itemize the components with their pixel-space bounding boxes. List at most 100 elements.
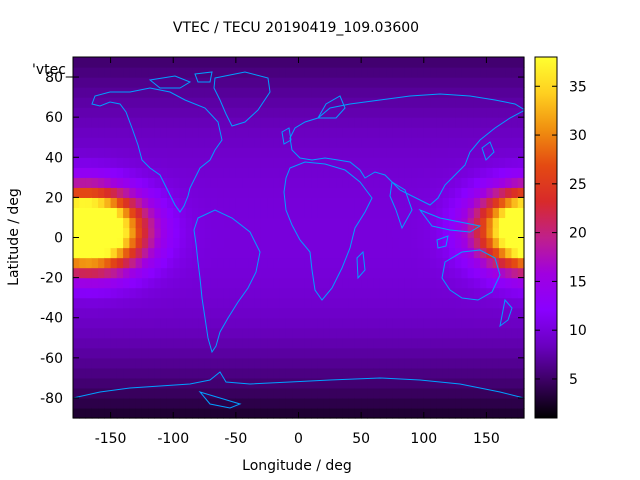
- heatmap-cell: [173, 117, 181, 128]
- heatmap-cell: [223, 87, 231, 98]
- heatmap-cell: [505, 307, 513, 319]
- heatmap-cell: [329, 157, 337, 168]
- heatmap-cell: [461, 207, 469, 219]
- heatmap-cell: [317, 117, 325, 128]
- heatmap-cell: [342, 157, 350, 168]
- heatmap-cell: [336, 137, 343, 148]
- heatmap-cell: [85, 287, 93, 299]
- heatmap-cell: [229, 327, 237, 339]
- heatmap-cell: [104, 347, 112, 359]
- heatmap-cell: [292, 97, 300, 108]
- heatmap-cell: [430, 177, 437, 188]
- heatmap-cell: [235, 337, 243, 349]
- heatmap-cell: [116, 177, 124, 188]
- heatmap-cell: [448, 327, 456, 339]
- heatmap-cell: [129, 297, 137, 309]
- heatmap-cell: [298, 207, 306, 219]
- heatmap-cell: [311, 167, 318, 178]
- heatmap-cell: [298, 387, 306, 399]
- heatmap-cell: [480, 87, 488, 98]
- heatmap-cell: [79, 347, 87, 359]
- heatmap-cell: [323, 307, 331, 319]
- heatmap-cell: [392, 247, 400, 259]
- heatmap-cell: [116, 217, 124, 229]
- heatmap-cell: [85, 247, 93, 259]
- heatmap-cell: [123, 177, 130, 188]
- heatmap-cell: [210, 237, 218, 249]
- heatmap-cell: [279, 57, 287, 68]
- heatmap-cell: [311, 307, 318, 319]
- heatmap-cell: [110, 157, 118, 168]
- heatmap-cell: [386, 317, 394, 329]
- heatmap-cell: [298, 327, 306, 339]
- heatmap-cell: [436, 287, 444, 299]
- heatmap-cell: [342, 277, 350, 289]
- heatmap-cell: [317, 307, 325, 319]
- heatmap-cell: [73, 367, 80, 379]
- coastline-madagascar: [356, 250, 366, 280]
- heatmap-cell: [423, 327, 431, 339]
- heatmap-cell: [404, 317, 412, 329]
- heatmap-cell: [110, 147, 118, 158]
- heatmap-cell: [461, 387, 469, 399]
- heatmap-cell: [486, 87, 494, 98]
- heatmap-cell: [104, 397, 112, 409]
- heatmap-cell: [279, 377, 287, 389]
- heatmap-cell: [192, 277, 199, 289]
- heatmap-cell: [254, 397, 262, 409]
- heatmap-cell: [304, 237, 312, 249]
- heatmap-cell: [98, 397, 105, 409]
- heatmap-cell: [423, 127, 431, 138]
- heatmap-cell: [436, 127, 444, 138]
- heatmap-cell: [217, 247, 224, 259]
- heatmap-cell: [505, 337, 513, 349]
- x-tick-label: 50: [352, 431, 370, 447]
- heatmap-cell: [116, 337, 124, 349]
- heatmap-cell: [229, 247, 237, 259]
- heatmap-cell: [498, 237, 506, 249]
- heatmap-cell: [448, 137, 456, 148]
- heatmap-cell: [285, 227, 293, 239]
- heatmap-cell: [279, 87, 287, 98]
- heatmap-cell: [329, 317, 337, 329]
- heatmap-cell: [517, 147, 525, 158]
- heatmap-cell: [285, 117, 293, 128]
- heatmap-cell: [348, 157, 356, 168]
- heatmap-cell: [173, 147, 181, 158]
- heatmap-cell: [404, 97, 412, 108]
- heatmap-cell: [73, 247, 80, 259]
- heatmap-cell: [342, 317, 350, 329]
- heatmap-cell: [505, 167, 513, 178]
- heatmap-cell: [273, 397, 281, 409]
- heatmap-cell: [498, 257, 506, 269]
- chart-title: VTEC / TECU 20190419_109.03600: [173, 20, 419, 36]
- heatmap-cell: [148, 147, 156, 158]
- heatmap-cell: [235, 297, 243, 309]
- heatmap-cell: [311, 287, 318, 299]
- heatmap-cell: [98, 297, 105, 309]
- heatmap-cell: [480, 197, 488, 209]
- heatmap-cell: [361, 197, 368, 209]
- heatmap-cell: [505, 227, 513, 239]
- heatmap-cell: [192, 307, 199, 319]
- heatmap-cell: [480, 297, 488, 309]
- heatmap-cell: [110, 247, 118, 259]
- heatmap-cell: [348, 187, 356, 198]
- heatmap-cell: [185, 137, 193, 148]
- heatmap-cell: [91, 97, 99, 108]
- heatmap-cell: [273, 357, 281, 369]
- heatmap-cell: [473, 377, 481, 389]
- heatmap-cell: [285, 377, 293, 389]
- heatmap-cell: [104, 57, 112, 68]
- heatmap-cell: [411, 197, 419, 209]
- heatmap-cell: [329, 217, 337, 229]
- heatmap-cell: [73, 347, 80, 359]
- heatmap-cell: [185, 237, 193, 249]
- heatmap-cell: [242, 127, 249, 138]
- heatmap-cell: [192, 387, 199, 399]
- heatmap-cell: [185, 257, 193, 269]
- coastline-new-zealand: [499, 298, 513, 328]
- heatmap-cell: [154, 287, 162, 299]
- heatmap-cell: [311, 267, 318, 279]
- heatmap-cell: [204, 87, 212, 98]
